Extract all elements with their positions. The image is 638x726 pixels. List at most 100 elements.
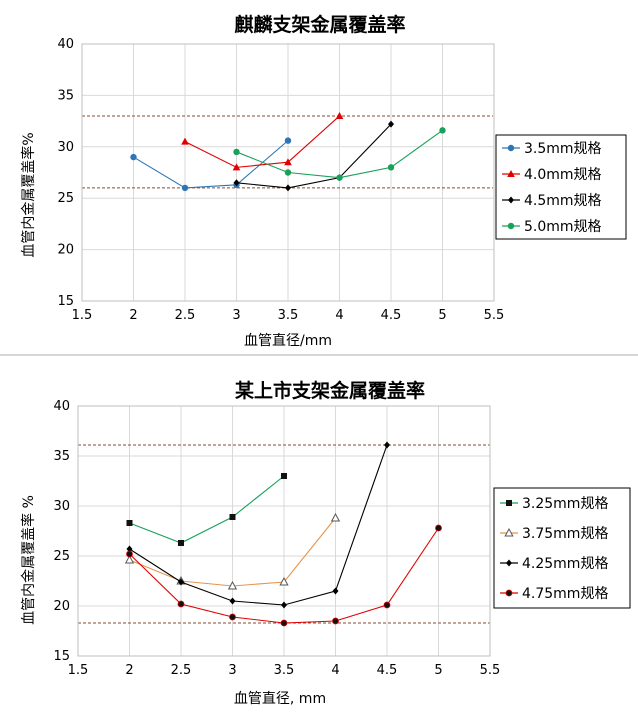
chart-1-x-axis-label: 血管直径/mm — [244, 332, 332, 349]
chart-1-x-tick-label: 5.5 — [484, 308, 505, 323]
chart-1-series-3 — [233, 120, 394, 192]
chart-2-x-tick-label: 4.5 — [377, 663, 398, 678]
chart-2-series-2-point — [227, 580, 238, 590]
chart-1-x-tick-label: 3 — [232, 308, 240, 323]
chart-1-series-2-point — [181, 137, 189, 145]
chart-1-series-1-point — [284, 137, 292, 144]
chart-2-legend-item: 4.25mm规格 — [500, 556, 608, 572]
chart-1-series-3-point — [233, 179, 240, 187]
chart-1-series-3-point — [388, 120, 394, 128]
chart-1: 麒麟支架金属覆盖率 1.5 2 2.5 3 3.5 4 4.5 5 5.5 15 20 25 30 35… — [20, 13, 627, 349]
chart-1-legend-marker — [507, 222, 515, 230]
chart-2-series-2-point — [279, 576, 289, 586]
chart-2-y-tick-label: 15 — [53, 649, 70, 664]
chart-2-y-axis-label: 血管内金属覆盖率 % — [20, 495, 37, 625]
chart-1-legend-marker — [507, 170, 515, 177]
chart-2-plot-frame — [77, 405, 491, 657]
chart-2-x-tick-label: 5 — [434, 663, 442, 678]
chart-1-series-1-point — [130, 153, 137, 161]
chart-1-y-tick-label: 35 — [57, 88, 74, 103]
chart-2-legend-label: 4.75mm规格 — [522, 586, 608, 602]
chart-1-y-tick-label: 25 — [57, 191, 74, 206]
chart-1-series-4-point — [387, 164, 395, 171]
chart-2-x-tick-label: 3 — [228, 663, 236, 678]
chart-1-series-4 — [233, 127, 446, 181]
chart-1-series-4-point — [439, 127, 446, 134]
chart-2-series-1 — [126, 473, 287, 546]
chart-1-y-tick-label: 20 — [57, 243, 74, 258]
chart-1-series-2-line — [184, 115, 340, 168]
chart-2-series-3-point — [178, 578, 184, 586]
chart-2-series-3-point — [332, 587, 339, 595]
chart-2-series-4-point — [229, 613, 236, 621]
chart-1-series-4-point — [336, 174, 343, 181]
chart-1-x-ticks: 1.5 2 2.5 3 3.5 4 4.5 5 5.5 — [72, 308, 505, 323]
chart-1-title: 麒麟支架金属覆盖率 — [234, 13, 405, 36]
chart-2-series-3-point — [281, 601, 287, 609]
chart-1-series-2-point — [284, 158, 292, 166]
chart-2: 某上市支架金属覆盖率 1.5 2 2.5 3 3.5 4 4.5 5 5.5 15 20 25 30 3… — [20, 379, 631, 707]
chart-1-series-4-point — [284, 169, 292, 176]
chart-1-series-3-point — [285, 184, 291, 192]
chart-2-series — [124, 441, 442, 627]
chart-1-plot-frame — [81, 43, 495, 302]
chart-2-legend-marker — [504, 527, 514, 537]
chart-2-legend-marker — [506, 500, 512, 506]
chart-1-legend-label: 4.5mm规格 — [524, 193, 602, 209]
chart-2-series-3-line — [129, 444, 388, 606]
chart-1-series-3-line — [236, 123, 392, 189]
chart-1-legend-marker — [508, 196, 514, 204]
chart-2-series-1-point — [281, 473, 287, 479]
chart-2-legend-item: 3.25mm规格 — [500, 496, 608, 512]
chart-1-x-tick-label: 4.5 — [381, 308, 402, 323]
chart-2-x-tick-label: 2 — [125, 663, 133, 678]
chart-1-legend-marker — [507, 144, 515, 152]
chart-2-x-tick-label: 5.5 — [480, 663, 501, 678]
chart-2-series-2-point — [124, 554, 135, 564]
chart-2-y-tick-label: 25 — [53, 549, 70, 564]
chart-2-series-2-point — [330, 512, 341, 522]
chart-2-legend-label: 3.25mm规格 — [522, 496, 608, 512]
chart-2-y-tick-label: 40 — [53, 399, 70, 414]
chart-2-series-1-point — [178, 540, 184, 546]
chart-2-legend: 3.25mm规格 3.75mm规格 4.25mm规格 4.75mm规格 — [493, 487, 631, 609]
chart-2-series-3-point — [229, 597, 236, 605]
chart-2-x-tick-label: 1.5 — [68, 663, 89, 678]
chart-2-legend-marker — [506, 559, 512, 567]
chart-2-series-4-point — [332, 617, 339, 625]
chart-2-grid — [77, 405, 491, 657]
chart-2-series-4-point — [177, 600, 185, 608]
chart-2-series-3-point — [384, 441, 390, 449]
chart-2-y-tick-label: 30 — [53, 499, 70, 514]
chart-2-y-tick-label: 20 — [53, 599, 70, 614]
chart-1-x-tick-label: 3.5 — [278, 308, 299, 323]
chart-1-series — [130, 111, 446, 192]
chart-1-legend-item: 5.0mm规格 — [502, 219, 602, 235]
chart-2-legend-label: 4.25mm规格 — [522, 556, 608, 572]
chart-2-y-ticks: 15 20 25 30 35 40 — [53, 399, 70, 664]
chart-1-y-ticks: 15 20 25 30 35 40 — [57, 37, 74, 309]
chart-1-legend-label: 3.5mm规格 — [524, 141, 602, 157]
chart-2-x-axis-label: 血管直径, mm — [234, 690, 326, 707]
chart-1-legend-item: 3.5mm规格 — [502, 141, 602, 157]
chart-1-legend-item: 4.5mm规格 — [502, 193, 602, 209]
chart-1-y-tick-label: 30 — [57, 140, 74, 155]
chart-1-x-tick-label: 1.5 — [72, 308, 93, 323]
chart-2-y-tick-label: 35 — [53, 449, 70, 464]
chart-1-series-2-point — [232, 163, 241, 171]
chart-1-series-1-point — [181, 184, 189, 192]
chart-1-y-axis-label: 血管内金属覆盖率% — [20, 132, 37, 257]
chart-2-legend-item: 4.75mm规格 — [500, 586, 608, 602]
chart-1-x-tick-label: 4 — [335, 308, 343, 323]
chart-2-series-4-point — [126, 550, 133, 558]
chart-1-legend-item: 4.0mm规格 — [502, 167, 602, 183]
chart-2-series-1-point — [126, 520, 133, 526]
chart-2-legend-marker — [505, 589, 513, 597]
chart-1-series-2-point — [335, 111, 344, 119]
chart-2-legend-item: 3.75mm规格 — [500, 526, 608, 542]
chart-2-title: 某上市支架金属覆盖率 — [235, 379, 425, 402]
chart-2-series-4-point — [280, 619, 288, 627]
chart-2-series-4-point — [435, 524, 442, 532]
chart-1-x-tick-label: 2 — [129, 308, 137, 323]
